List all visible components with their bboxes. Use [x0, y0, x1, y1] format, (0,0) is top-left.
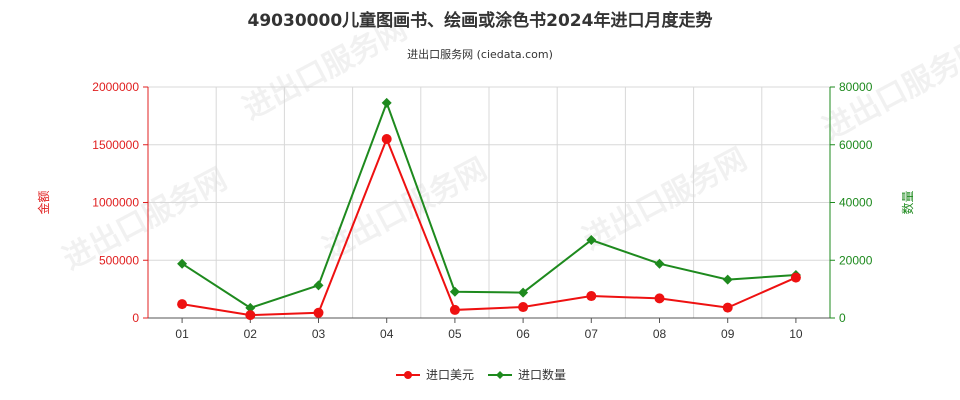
- x-tick-label: 08: [653, 327, 667, 341]
- series-left: [177, 133, 801, 321]
- x-tick-label: 05: [448, 327, 462, 341]
- data-point[interactable]: [654, 258, 665, 269]
- legend-swatch-marker: [404, 371, 412, 379]
- y-right-tick-label: 60000: [839, 138, 873, 152]
- axes: 0 500000 1000000 1500000 2000000 0 20000 40000 6…: [92, 80, 872, 341]
- data-point[interactable]: [245, 302, 256, 313]
- series-line: [181, 99, 796, 309]
- y-left-tick-label: 0: [132, 311, 139, 325]
- series: [177, 97, 801, 321]
- x-tick-label: 07: [585, 327, 599, 341]
- y-left-tick-label: 2000000: [92, 80, 139, 94]
- data-point[interactable]: [449, 304, 460, 315]
- y-right-tick-label: 0: [839, 311, 846, 325]
- data-point[interactable]: [381, 133, 392, 144]
- legend-label: 进口美元: [426, 368, 474, 382]
- legend-swatch-marker: [496, 371, 504, 379]
- x-tick-label: 01: [175, 327, 189, 341]
- data-point[interactable]: [586, 291, 597, 302]
- y-right-tick-label: 20000: [839, 253, 873, 267]
- x-tick-label: 06: [516, 327, 530, 341]
- data-point[interactable]: [518, 287, 529, 298]
- data-point[interactable]: [722, 274, 733, 285]
- x-tick-label: 03: [312, 327, 326, 341]
- x-tick-label: 04: [380, 327, 394, 341]
- x-tick-label: 09: [721, 327, 735, 341]
- data-point[interactable]: [518, 302, 529, 313]
- legend[interactable]: 进口美元 进口数量: [396, 367, 566, 382]
- y-left-tick-label: 1000000: [92, 196, 139, 210]
- y-right-tick-label: 80000: [839, 80, 873, 94]
- chart-title: 49030000儿童图画书、绘画或涂色书2024年进口月度走势: [248, 10, 713, 31]
- data-point[interactable]: [654, 293, 665, 304]
- legend-item[interactable]: 进口美元: [396, 368, 474, 382]
- data-point[interactable]: [245, 310, 256, 321]
- data-point[interactable]: [790, 272, 801, 283]
- x-tick-label: 02: [244, 327, 258, 341]
- data-point[interactable]: [177, 258, 188, 269]
- x-tick-label: 10: [789, 327, 803, 341]
- data-point[interactable]: [449, 286, 460, 297]
- data-point[interactable]: [381, 97, 392, 108]
- y-axis-label-right: 数量: [900, 190, 915, 214]
- watermark-2: 进出口服务网: [577, 142, 752, 257]
- data-point[interactable]: [177, 299, 188, 310]
- chart-subtitle: 进出口服务网 (ciedata.com): [407, 47, 553, 61]
- data-point[interactable]: [722, 302, 733, 313]
- legend-item[interactable]: 进口数量: [488, 367, 566, 382]
- y-left-tick-label: 1500000: [92, 138, 139, 152]
- series-line: [181, 136, 797, 317]
- data-point[interactable]: [313, 280, 324, 291]
- y-right-tick-label: 40000: [839, 196, 873, 210]
- y-left-tick-label: 500000: [99, 253, 139, 267]
- y-axis-label-left: 金额: [36, 190, 51, 214]
- data-point[interactable]: [586, 235, 597, 246]
- data-point[interactable]: [313, 307, 324, 318]
- legend-label: 进口数量: [518, 367, 566, 382]
